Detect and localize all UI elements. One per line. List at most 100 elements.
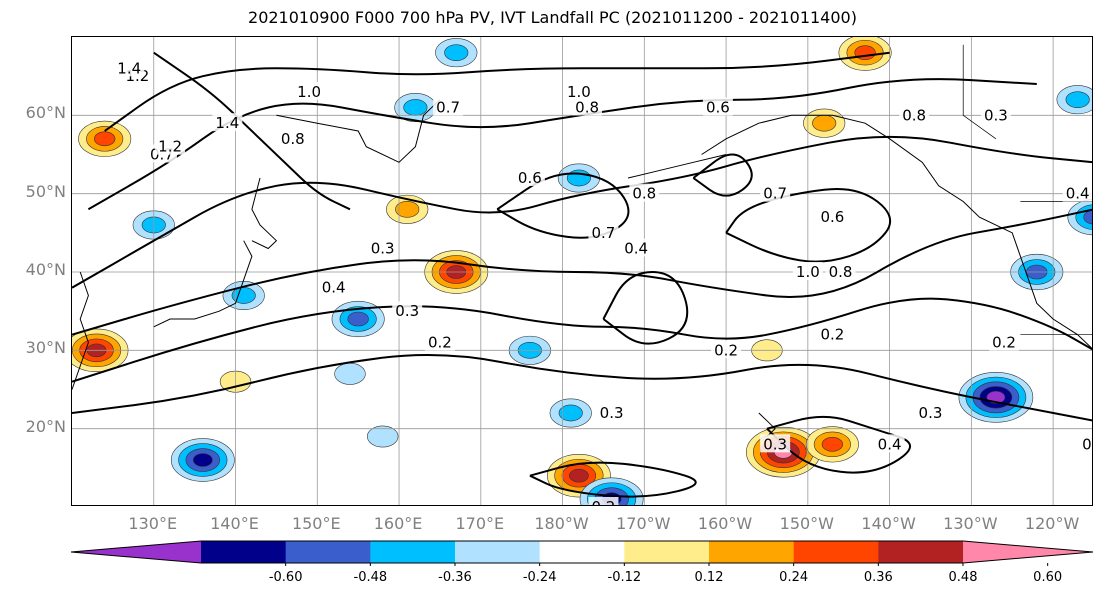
contour-label-bg (596, 403, 627, 421)
colorbar-extend-min (71, 541, 201, 563)
contour-label-1.4: 1.4 (215, 114, 239, 132)
colorbar-segment-6 (709, 541, 795, 563)
contour-label-bg (588, 222, 619, 241)
colorbar-segment-1 (285, 541, 371, 563)
ivt-region-15-level-1 (566, 169, 591, 187)
colorbar (70, 540, 1094, 566)
lon-label: 170°W (616, 514, 671, 533)
colorbar-extend-max (963, 541, 1093, 563)
contour-label-1.0: 1.0 (297, 83, 321, 101)
colorbar-segment-3 (455, 541, 541, 563)
contour-label-bg (514, 168, 545, 186)
lat-label: 30°N (25, 338, 66, 358)
contour-label-bg (989, 332, 1020, 351)
contour-label-bg (792, 262, 823, 280)
colorbar-segment-8 (878, 541, 964, 563)
contour-label-0.2: 0.2 (714, 341, 738, 359)
contour-label-0.8: 0.8 (632, 185, 656, 203)
lon-label: 120°W (1024, 514, 1080, 533)
lon-label: 170°E (455, 514, 505, 533)
colorbar-segment-4 (539, 541, 625, 563)
contour-label-0.7: 0.7 (763, 185, 787, 203)
contour-label-bg (367, 238, 398, 257)
ivt-region-20-level-2 (1083, 209, 1092, 225)
contour-label-bg (277, 128, 308, 147)
ivt-region-21-level-1 (1065, 91, 1090, 108)
contour-label-0.3: 0.3 (919, 404, 943, 422)
contour-label-0.2: 0.2 (992, 334, 1016, 352)
contour-label-0.8: 0.8 (575, 99, 599, 117)
lat-label: 40°N (25, 260, 66, 279)
contour-label-0.2: 0.2 (1082, 435, 1093, 453)
coastline-3 (276, 99, 441, 163)
ivt-region-5-level-2 (821, 437, 843, 452)
contour-label-0.3: 0.3 (395, 302, 419, 320)
colorbar-tick-label: 0.60 (1033, 570, 1063, 585)
contour-label-1.2: 1.2 (158, 138, 182, 156)
contour-label-0.3: 0.3 (371, 240, 395, 258)
contour-label-0.7: 0.7 (436, 99, 460, 117)
pv-contour-line-12 (529, 461, 697, 498)
pv-contour-line-6 (153, 51, 351, 211)
lat-label: 60°N (25, 103, 66, 123)
coastline-5 (627, 154, 727, 179)
contour-label-bg (702, 97, 733, 116)
contour-label-0.4: 0.4 (878, 435, 902, 453)
ivt-region-25-level-0 (366, 425, 399, 448)
colorbar-outline (70, 540, 1094, 564)
contour-label-bg (760, 183, 791, 202)
contour-label-0.6: 0.6 (706, 99, 730, 117)
contour-label-0.3: 0.3 (984, 106, 1008, 124)
contour-label-0.4: 0.4 (1066, 185, 1090, 203)
contour-label-0.8: 0.8 (902, 106, 926, 124)
contour-label-bg (915, 403, 946, 421)
map-canvas[interactable]: 0.2 0.2 0.2 0.2 0.2 0.2 0.3 0.3 0.3 0.3 0.3 0.3 0.4 0… (72, 37, 1093, 506)
pv-contour-line-1 (72, 297, 1092, 383)
contour-label-0.8: 0.8 (281, 130, 305, 148)
colorbar-segment-0 (201, 541, 287, 563)
contour-label-0.2: 0.2 (428, 334, 452, 352)
pv-contour-line-5 (104, 51, 890, 132)
contour-label-0.7: 0.7 (592, 224, 616, 242)
lon-label: 130°E (128, 514, 178, 533)
contour-label-bg (392, 301, 423, 320)
contour-label-bg (114, 58, 145, 77)
colorbar-tick-label: -0.12 (607, 570, 642, 585)
lon-label: 160°E (373, 514, 423, 533)
ivt-region-4-level-3 (569, 468, 589, 483)
lon-label: 180°W (534, 514, 589, 533)
contour-label-1.0: 1.0 (796, 263, 820, 281)
contour-label-0.8: 0.8 (829, 263, 853, 281)
contour-label-bg (980, 105, 1011, 124)
contour-label-bg (825, 262, 856, 280)
contour-label-0.2: 0.2 (592, 498, 616, 506)
map-panel[interactable]: 0.2 0.2 0.2 0.2 0.2 0.2 0.3 0.3 0.3 0.3 0.3 0.3 0.4 0… (71, 36, 1093, 506)
contour-label-bg (155, 136, 186, 155)
contour-label-bg (318, 277, 349, 296)
pv-contour-line-3 (72, 135, 1092, 289)
ivt-region-16-level-1 (403, 99, 428, 116)
ivt-region-7-level-1 (812, 114, 837, 132)
border-1 (962, 44, 997, 140)
contour-label-0.2: 0.2 (820, 326, 844, 344)
colorbar-tick-label: -0.60 (268, 570, 303, 585)
colorbar-tick-label: 0.24 (779, 570, 809, 585)
ivt-region-24-level-0 (334, 362, 366, 385)
lon-label: 140°E (210, 514, 259, 533)
contour-label-bg (294, 81, 325, 100)
contour-label-bg (874, 434, 905, 453)
contour-label-bg (899, 105, 930, 124)
pv-contour-line-2 (72, 208, 1092, 336)
lon-label: 150°W (779, 514, 834, 533)
colorbar-tick-label: -0.48 (353, 570, 388, 585)
contour-label-0.3: 0.3 (600, 404, 624, 422)
contour-label-bg (588, 497, 619, 505)
pv-contour-line-9 (692, 153, 753, 197)
ivt-region-10-level-3 (192, 453, 213, 467)
colorbar-tick-label: -0.36 (438, 570, 472, 585)
colorbar-tick-label: 0.48 (948, 570, 978, 585)
colorbar-tick-label: 0.36 (863, 570, 893, 585)
ivt-region-23-level-1 (558, 404, 583, 422)
ivt-region-12-level-2 (347, 311, 369, 327)
contour-label-0.6: 0.6 (820, 208, 844, 226)
